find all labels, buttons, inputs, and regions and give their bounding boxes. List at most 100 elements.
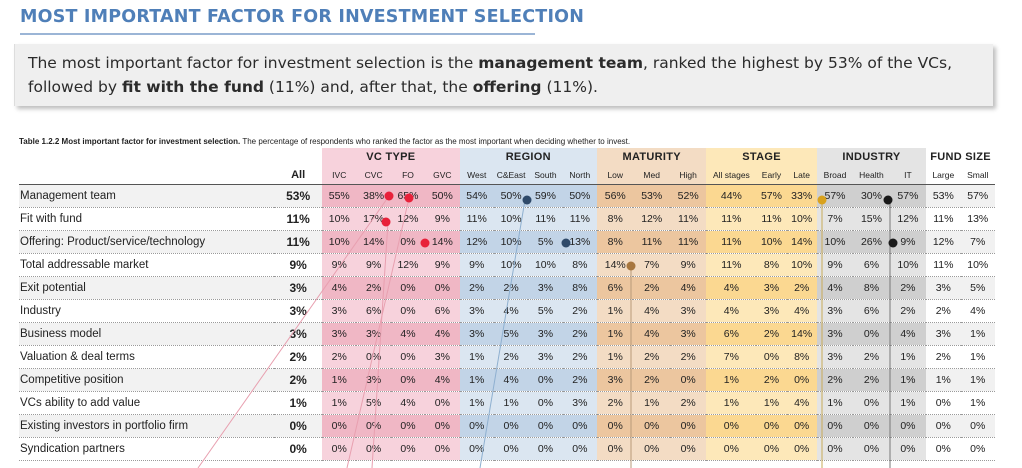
cell-early: 3% xyxy=(756,299,787,323)
cell-west: 3% xyxy=(459,299,494,323)
cell-north: 11% xyxy=(562,207,598,231)
table-row: Management team 53% 55% 38% 65% 50% 54% 50% 59% 5… xyxy=(19,184,995,208)
cell-cvc: 3% xyxy=(356,322,391,346)
cell-south: 3% xyxy=(528,276,563,300)
cell-large: 11% xyxy=(926,207,961,231)
table-caption: Table 1.2.2 Most important factor for in… xyxy=(19,137,1019,146)
cell-small: 0% xyxy=(960,437,995,461)
cell-fo: 12% xyxy=(390,253,426,277)
cell-high: 2% xyxy=(669,345,707,369)
cell-all-stages: 0% xyxy=(706,414,757,438)
cell-ivc: 0% xyxy=(322,414,357,438)
table-row: Existing investors in portfolio firm 0% 0%… xyxy=(19,414,995,438)
cell-med: 1% xyxy=(633,391,670,415)
cell-high: 11% xyxy=(669,230,707,254)
cell-gvc: 0% xyxy=(425,276,460,300)
row-label: Management team xyxy=(19,184,275,208)
cell-candeast: 5% xyxy=(493,322,529,346)
investment-factor-table: VC TYPE REGION MATURITY STAGE INDUSTRY F… xyxy=(19,148,995,461)
cell-west: 1% xyxy=(459,368,494,392)
row-label: Valuation & deal terms xyxy=(19,345,275,369)
cell-small: 7% xyxy=(960,230,995,254)
cell-north: 3% xyxy=(562,391,598,415)
cell-large: 2% xyxy=(926,345,961,369)
cell-ivc: 1% xyxy=(322,368,357,392)
cell-all: 11% xyxy=(274,230,323,254)
summary-callout: The most important factor for investment… xyxy=(14,44,993,106)
cell-early: 0% xyxy=(756,414,787,438)
cell-all-stages: 11% xyxy=(706,207,757,231)
cell-west: 0% xyxy=(459,437,494,461)
cell-small: 1% xyxy=(960,345,995,369)
group-stage: STAGE xyxy=(706,148,817,166)
cell-low: 56% xyxy=(597,184,634,208)
col-header-it: IT xyxy=(889,166,927,185)
cell-gvc: 50% xyxy=(425,184,460,208)
cell-north: 8% xyxy=(562,253,598,277)
table-caption-title: Table 1.2.2 Most important factor for in… xyxy=(19,137,241,146)
cell-fo: 0% xyxy=(390,437,426,461)
cell-all-stages: 6% xyxy=(706,322,757,346)
cell-cvc: 38% xyxy=(356,184,391,208)
cell-ivc: 3% xyxy=(322,299,357,323)
summary-bold-management-team: management team xyxy=(478,54,643,72)
cell-candeast: 2% xyxy=(493,276,529,300)
table-row: VCs ability to add value 1% 1% 5% 4% 0% 1% 1% 0%… xyxy=(19,391,995,415)
cell-low: 1% xyxy=(597,322,634,346)
cell-candeast: 1% xyxy=(493,391,529,415)
cell-all: 9% xyxy=(274,253,323,277)
cell-health: 15% xyxy=(853,207,890,231)
cell-small: 1% xyxy=(960,322,995,346)
cell-south: 5% xyxy=(528,230,563,254)
table-row: Competitive position 2% 1% 3% 0% 4% 1% 4% 0% 2% 3%… xyxy=(19,368,995,392)
cell-low: 6% xyxy=(597,276,634,300)
cell-ivc: 0% xyxy=(322,437,357,461)
cell-fo: 0% xyxy=(390,414,426,438)
col-header-candeast: C&East xyxy=(493,166,529,185)
cell-all: 3% xyxy=(274,276,323,300)
table-row: Business model 3% 3% 3% 4% 4% 3% 5% 3% 2% 1% 4% 3% 6%… xyxy=(19,322,995,346)
table-body: Management team 53% 55% 38% 65% 50% 54% 50% 59% 5… xyxy=(19,184,995,461)
row-label: Industry xyxy=(19,299,275,323)
cell-it: 0% xyxy=(889,414,927,438)
cell-it: 4% xyxy=(889,322,927,346)
cell-large: 2% xyxy=(926,299,961,323)
cell-all-stages: 11% xyxy=(706,253,757,277)
cell-it: 1% xyxy=(889,368,927,392)
cell-all: 2% xyxy=(274,368,323,392)
cell-low: 8% xyxy=(597,230,634,254)
cell-med: 4% xyxy=(633,322,670,346)
cell-west: 1% xyxy=(459,345,494,369)
group-header-row: VC TYPE REGION MATURITY STAGE INDUSTRY F… xyxy=(19,148,995,166)
cell-gvc: 9% xyxy=(425,207,460,231)
cell-cvc: 0% xyxy=(356,414,391,438)
cell-north: 2% xyxy=(562,345,598,369)
cell-all-stages: 1% xyxy=(706,368,757,392)
cell-small: 57% xyxy=(960,184,995,208)
cell-fo: 0% xyxy=(390,345,426,369)
cell-gvc: 9% xyxy=(425,253,460,277)
cell-fo: 4% xyxy=(390,391,426,415)
cell-high: 0% xyxy=(669,368,707,392)
cell-north: 0% xyxy=(562,437,598,461)
cell-early: 2% xyxy=(756,322,787,346)
col-header-med: Med xyxy=(633,166,670,185)
cell-small: 5% xyxy=(960,276,995,300)
cell-high: 2% xyxy=(669,391,707,415)
table-row: Offering: Product/service/technology 11% 1… xyxy=(19,230,995,254)
cell-candeast: 4% xyxy=(493,299,529,323)
cell-cvc: 0% xyxy=(356,345,391,369)
header-spacer-all xyxy=(274,148,322,166)
cell-all: 1% xyxy=(274,391,323,415)
col-header-ivc: IVC xyxy=(322,166,357,185)
cell-med: 2% xyxy=(633,276,670,300)
cell-early: 8% xyxy=(756,253,787,277)
cell-early: 0% xyxy=(756,345,787,369)
cell-fo: 0% xyxy=(390,276,426,300)
table-row: Fit with fund 11% 10% 17% 12% 9% 11% 10% 11% 11% 8… xyxy=(19,207,995,231)
col-header-fo: FO xyxy=(390,166,426,185)
cell-broad: 2% xyxy=(816,368,854,392)
cell-it: 1% xyxy=(889,391,927,415)
cell-med: 4% xyxy=(633,299,670,323)
cell-late: 14% xyxy=(786,322,817,346)
